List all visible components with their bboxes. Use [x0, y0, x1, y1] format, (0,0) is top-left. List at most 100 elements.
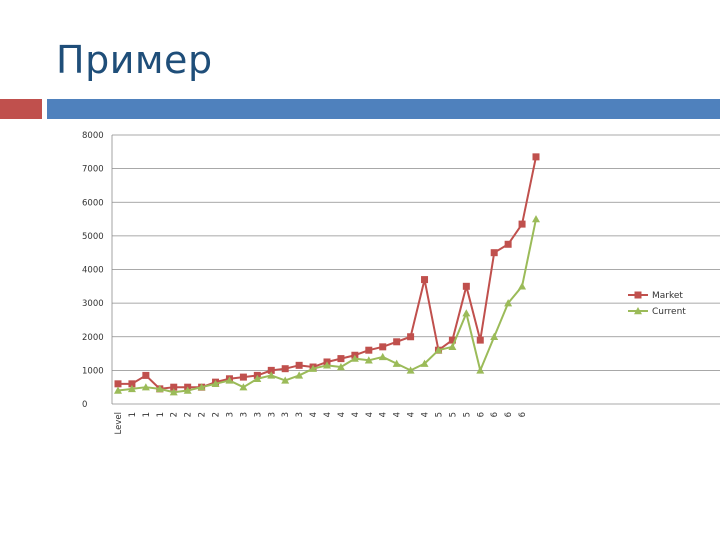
data-point	[364, 356, 373, 364]
x-tick-label: 3	[239, 412, 249, 417]
data-point	[309, 364, 318, 372]
data-point	[378, 352, 387, 361]
x-tick-label: 2	[198, 412, 208, 417]
x-tick-label: 2	[184, 412, 194, 417]
x-tick-label: 4	[421, 412, 431, 417]
y-tick-label: 7000	[82, 165, 104, 175]
data-point	[462, 309, 471, 317]
data-point	[462, 282, 470, 290]
data-point	[128, 380, 136, 388]
legend-marker	[634, 291, 642, 299]
chart-legend: Market Current	[628, 291, 686, 317]
data-point	[295, 371, 304, 379]
x-tick-label: 4	[393, 412, 403, 417]
data-point	[350, 354, 359, 362]
x-tick-label: 6	[490, 412, 500, 417]
x-tick-label: 4	[379, 412, 389, 417]
data-point	[393, 338, 401, 346]
x-tick-label: 6	[504, 412, 514, 417]
data-point	[379, 343, 387, 351]
data-point	[183, 386, 192, 394]
series-market	[114, 153, 540, 393]
x-tick-label: 4	[337, 412, 347, 417]
data-point	[281, 365, 289, 373]
y-tick-label: 1000	[82, 366, 104, 376]
y-tick-label: 3000	[82, 299, 104, 309]
data-point	[225, 376, 234, 384]
x-tick-label: 4	[351, 412, 361, 417]
data-point	[406, 366, 415, 374]
y-tick-label: 2000	[82, 333, 104, 343]
legend-item: Current	[628, 307, 686, 317]
x-tick-label: 6	[518, 412, 528, 417]
data-point	[197, 383, 206, 391]
x-tick-label: 4	[323, 412, 333, 417]
data-point	[211, 379, 220, 388]
y-tick-label: 4000	[82, 266, 104, 276]
legend-label: Market	[652, 291, 683, 301]
y-tick-label: 6000	[82, 198, 104, 208]
data-point	[239, 373, 247, 381]
data-point	[490, 332, 499, 340]
data-point	[421, 276, 429, 284]
series-line	[118, 156, 537, 390]
data-point	[476, 366, 485, 374]
x-tick-label: 2	[170, 412, 180, 417]
x-tick-label: 3	[281, 412, 291, 417]
series-current	[114, 215, 540, 396]
accent-bar-red	[0, 99, 42, 119]
data-point	[518, 220, 526, 228]
data-point	[239, 383, 248, 391]
slide-title: Пример	[56, 38, 213, 82]
data-point	[281, 376, 290, 384]
data-point	[267, 371, 276, 379]
x-tick-label: 5	[448, 412, 458, 417]
data-point	[295, 361, 303, 369]
data-point	[532, 153, 540, 161]
x-tick-label: Level	[114, 412, 124, 434]
data-point	[267, 366, 275, 374]
x-tick-label: 4	[407, 412, 417, 417]
accent-bar-blue	[47, 99, 720, 119]
data-point	[476, 336, 484, 344]
data-point	[448, 336, 456, 344]
x-tick-label: 3	[267, 412, 277, 417]
data-point	[420, 359, 429, 367]
x-tick-label: 4	[365, 412, 375, 417]
data-point	[365, 346, 373, 354]
x-tick-label: 4	[309, 412, 319, 417]
legend-label: Current	[652, 307, 686, 317]
data-point	[392, 359, 401, 367]
x-tick-label: 1	[128, 412, 138, 417]
data-point	[114, 380, 122, 388]
chart-series	[114, 153, 540, 396]
legend-item: Market	[628, 291, 683, 301]
x-tick-label: 1	[156, 412, 166, 417]
data-point	[532, 215, 540, 223]
x-tick-label: 5	[462, 412, 472, 417]
data-point	[434, 346, 443, 354]
data-point	[142, 371, 150, 379]
data-point	[337, 355, 345, 363]
x-tick-label: 3	[253, 412, 263, 417]
data-point	[169, 388, 178, 396]
data-point	[141, 383, 150, 391]
y-tick-label: 0	[82, 400, 87, 410]
data-point	[448, 342, 457, 351]
chart-gridlines	[112, 134, 720, 371]
data-point	[127, 384, 136, 393]
data-point	[114, 386, 122, 394]
y-tick-label: 5000	[82, 232, 104, 242]
x-tick-label: 6	[476, 412, 486, 417]
data-point	[336, 363, 345, 371]
data-point	[323, 361, 331, 369]
data-point	[253, 374, 262, 382]
x-tick-label: 3	[295, 412, 305, 417]
data-point	[407, 333, 415, 341]
data-point	[504, 299, 513, 307]
x-tick-label: 3	[225, 412, 235, 417]
x-tick-label: 2	[212, 412, 222, 417]
data-point	[490, 249, 498, 257]
y-tick-label: 8000	[82, 131, 104, 141]
